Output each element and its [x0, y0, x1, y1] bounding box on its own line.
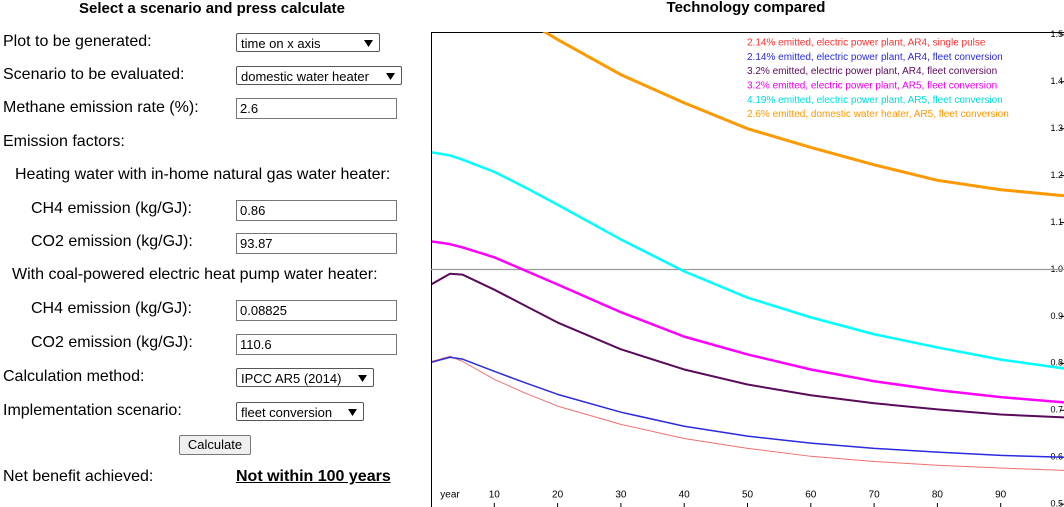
text-input[interactable]: 0.86: [236, 200, 397, 221]
legend-entry: 4.19% emitted, electric power plant, AR5…: [747, 95, 1003, 106]
field-label: Plot to be generated:: [3, 33, 152, 50]
plot-frame: [431, 32, 1064, 507]
y-tick-label: 0.8: [1050, 358, 1063, 368]
section-label: Emission factors:: [3, 133, 125, 150]
y-tick-label: 0.5: [1050, 499, 1063, 507]
field-label: Scenario to be evaluated:: [3, 66, 185, 83]
calculate-button[interactable]: Calculate: [179, 435, 251, 455]
text-input[interactable]: 0.08825: [236, 300, 397, 321]
y-tick-label: 1.3: [1050, 123, 1063, 133]
arrow: [364, 40, 373, 47]
y-tick-label: 1.1: [1050, 217, 1063, 227]
chart-title: Technology compared: [667, 0, 826, 16]
x-tick-label: 30: [615, 490, 627, 501]
x-tick-label: 20: [552, 490, 564, 501]
select-value: IPCC AR5 (2014): [241, 371, 342, 386]
arrow: [386, 73, 395, 80]
x-tick-label: 40: [679, 490, 691, 501]
x-tick-label: 80: [932, 490, 944, 501]
select[interactable]: domestic water heater: [236, 66, 402, 85]
series-line: [432, 355, 1064, 471]
x-tick-label: 70: [869, 490, 881, 501]
series-line: [432, 272, 1064, 419]
select-value: time on x axis: [241, 36, 321, 51]
legend-entry: 2.6% emitted, domestic water heater, AR5…: [747, 109, 1009, 120]
x-tick-label: 10: [489, 490, 501, 501]
series-line: [432, 240, 1064, 404]
y-tick-label: 1.5: [1050, 29, 1063, 39]
form-title: Select a scenario and press calculate: [79, 0, 345, 17]
legend-entry: 3.2% emitted, electric power plant, AR4,…: [747, 66, 997, 77]
legend-entry: 3.2% emitted, electric power plant, AR5,…: [747, 81, 997, 92]
series-line: [541, 32, 1064, 198]
text-input[interactable]: 93.87: [236, 233, 397, 254]
legend-entry: 2.14% emitted, electric power plant, AR4…: [747, 52, 1003, 63]
series-line: [432, 151, 1064, 370]
arrow: [358, 375, 367, 382]
field-label: CO2 emission (kg/GJ):: [31, 334, 193, 351]
plot-area: [432, 32, 1064, 471]
field-label: CH4 emission (kg/GJ):: [31, 200, 192, 217]
field-label: CH4 emission (kg/GJ):: [31, 300, 192, 317]
subsection-label: With coal-powered electric heat pump wat…: [12, 266, 378, 283]
field-label: CO2 emission (kg/GJ):: [31, 233, 193, 250]
x-tick-label: 90: [995, 490, 1007, 501]
result-value: Not within 100 years: [236, 468, 391, 485]
y-tick-label: 1.2: [1050, 170, 1063, 180]
select[interactable]: fleet conversion: [236, 402, 364, 421]
result-label: Net benefit achieved:: [3, 468, 154, 485]
subsection-label: Heating water with in-home natural gas w…: [15, 166, 391, 183]
select[interactable]: time on x axis: [236, 33, 380, 52]
y-tick-label: 1.4: [1050, 76, 1063, 86]
text-input[interactable]: 110.6: [236, 334, 397, 355]
y-tick-label: 0.7: [1050, 405, 1063, 415]
field-label: Methane emission rate (%):: [3, 99, 199, 116]
y-tick-label: 1.0: [1050, 264, 1063, 274]
x-axis-label: year: [440, 490, 460, 501]
field-label: Calculation method:: [3, 368, 145, 385]
x-tick-label: 60: [805, 490, 817, 501]
select[interactable]: IPCC AR5 (2014): [236, 368, 374, 387]
x-tick-label: 50: [742, 490, 754, 501]
series-line: [432, 356, 1064, 458]
legend-entry: 2.14% emitted, electric power plant, AR4…: [747, 38, 986, 49]
y-tick-label: 0.9: [1050, 311, 1063, 321]
arrow: [348, 409, 357, 416]
field-label: Implementation scenario:: [3, 402, 182, 419]
select-value: fleet conversion: [241, 405, 333, 420]
text-input[interactable]: 2.6: [236, 98, 397, 119]
select-value: domestic water heater: [241, 69, 369, 84]
